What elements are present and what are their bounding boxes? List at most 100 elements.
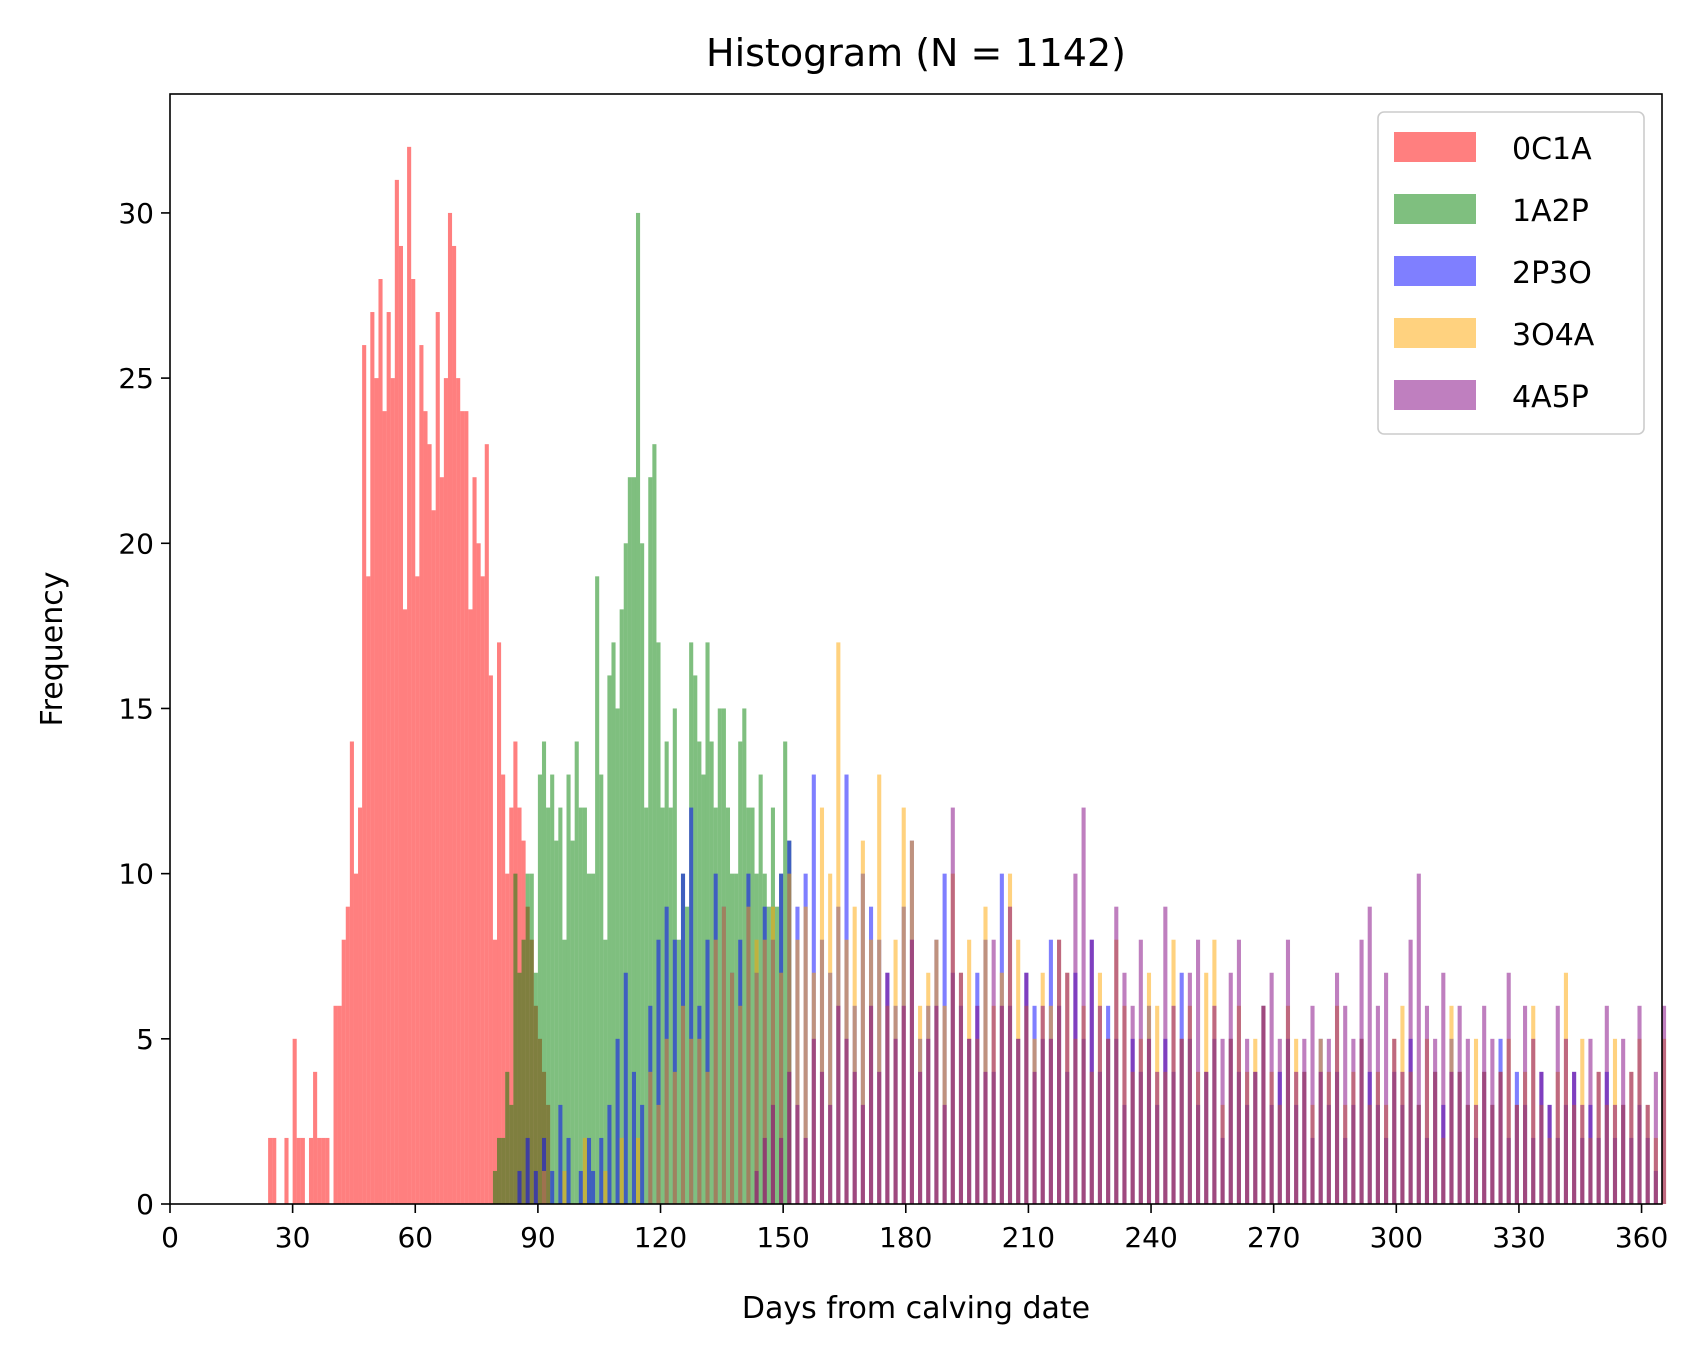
bar-0C1A (358, 807, 363, 1204)
bar-0C1A (427, 444, 432, 1204)
bar-4A5P (1408, 939, 1413, 1204)
plot-frame (169, 93, 1663, 1205)
bar-1A2P (676, 939, 681, 1204)
bar-0C1A (464, 411, 469, 1204)
bar-3O4A (901, 807, 906, 1204)
x-tick-label: 0 (161, 1221, 179, 1254)
bar-1A2P (611, 642, 616, 1204)
bar-1A2P (623, 543, 628, 1204)
bar-1A2P (758, 774, 763, 1204)
bar-0C1A (300, 1137, 305, 1204)
x-tick-label: 360 (1615, 1221, 1668, 1254)
bar-4A5P (1285, 939, 1291, 1204)
legend-label: 4A5P (1512, 380, 1589, 415)
bar-0C1A (382, 411, 387, 1204)
bar-1A2P (521, 939, 526, 1204)
bar-4A5P (1007, 906, 1013, 1204)
bar-4A5P (1523, 1005, 1528, 1204)
legend-swatch-1A2P (1394, 194, 1476, 224)
bar-3O4A (762, 939, 767, 1204)
x-tick-label: 330 (1492, 1221, 1545, 1254)
bar-1A2P (648, 477, 653, 1205)
bar-0C1A (362, 345, 367, 1204)
bar-0C1A (501, 774, 506, 1204)
chart-title: Histogram (N = 1142) (706, 31, 1126, 75)
bar-4A5P (942, 1104, 947, 1204)
bar-0C1A (341, 939, 346, 1204)
bar-4A5P (1228, 972, 1233, 1204)
bar-4A5P (1547, 1104, 1552, 1204)
bar-1A2P (619, 609, 624, 1204)
bar-4A5P (762, 1137, 767, 1204)
bar-4A5P (754, 1170, 759, 1204)
bar-1A2P (742, 708, 747, 1204)
y-tick-label: 20 (118, 527, 154, 560)
bar-4A5P (1645, 1104, 1650, 1204)
bar-3O4A (656, 1104, 661, 1204)
bar-1A2P (525, 873, 530, 1204)
bar-4A5P (885, 972, 890, 1204)
bar-4A5P (1106, 1038, 1111, 1204)
bar-0C1A (349, 741, 354, 1204)
bar-4A5P (1024, 972, 1029, 1204)
bar-3O4A (746, 906, 751, 1204)
x-tick-label: 90 (520, 1221, 556, 1254)
bar-4A5P (1351, 1038, 1356, 1204)
bar-4A5P (1392, 1038, 1397, 1204)
bar-3O4A (619, 1137, 624, 1204)
legend-label: 2P3O (1512, 256, 1592, 291)
bar-4A5P (1302, 1038, 1307, 1204)
bar-0C1A (447, 212, 453, 1204)
bar-0C1A (431, 510, 436, 1204)
bar-3O4A (787, 873, 792, 1204)
bar-1A2P (562, 939, 567, 1204)
bar-0C1A (456, 378, 461, 1204)
bar-1A2P (750, 807, 755, 1204)
bar-4A5P (1514, 1104, 1519, 1204)
bar-4A5P (1130, 1005, 1135, 1204)
bar-4A5P (1057, 939, 1062, 1204)
bar-3O4A (680, 1005, 686, 1204)
bar-4A5P (1171, 1005, 1176, 1204)
y-axis-label: Frequency (35, 572, 70, 727)
bar-3O4A (860, 840, 865, 1204)
x-tick-label: 270 (1247, 1221, 1300, 1254)
bar-2P3O (607, 1104, 612, 1204)
bar-0C1A (394, 179, 399, 1204)
bar-3O4A (582, 1137, 587, 1204)
bar-2P3O (656, 939, 661, 1204)
bar-4A5P (1163, 906, 1168, 1204)
bar-0C1A (497, 642, 502, 1204)
x-tick-label: 30 (275, 1221, 311, 1254)
x-axis-label: Days from calving date (742, 1291, 1090, 1326)
bar-4A5P (1367, 906, 1372, 1204)
bar-4A5P (958, 972, 964, 1204)
bar-4A5P (918, 1071, 923, 1204)
bar-4A5P (901, 1005, 906, 1204)
bar-4A5P (1621, 1038, 1626, 1204)
bar-3O4A (697, 1038, 702, 1204)
bar-0C1A (407, 146, 412, 1205)
bar-4A5P (1359, 939, 1364, 1204)
bar-4A5P (1596, 1071, 1601, 1204)
bar-4A5P (1457, 1005, 1462, 1204)
bar-1A2P (529, 873, 534, 1204)
bar-1A2P (566, 774, 571, 1204)
bar-1A2P (660, 807, 665, 1204)
bar-4A5P (819, 1071, 825, 1204)
bar-1A2P (705, 642, 710, 1204)
bar-3O4A (672, 1071, 677, 1204)
bar-2P3O (558, 1104, 563, 1204)
legend-label: 3O4A (1512, 318, 1595, 353)
bar-1A2P (574, 741, 579, 1204)
bar-3O4A (877, 774, 882, 1204)
bar-4A5P (1081, 807, 1086, 1204)
y-axis-ticks: 0 5 10 15 20 25 30 (118, 197, 170, 1221)
bar-0C1A (452, 245, 457, 1204)
bar-1A2P (582, 807, 587, 1204)
legend-label: 0C1A (1512, 132, 1592, 167)
bar-4A5P (1400, 1071, 1405, 1204)
legend: 0C1A 1A2P 2P3O 3O4A 4A5P (1377, 111, 1645, 435)
bar-1A2P (595, 576, 600, 1204)
